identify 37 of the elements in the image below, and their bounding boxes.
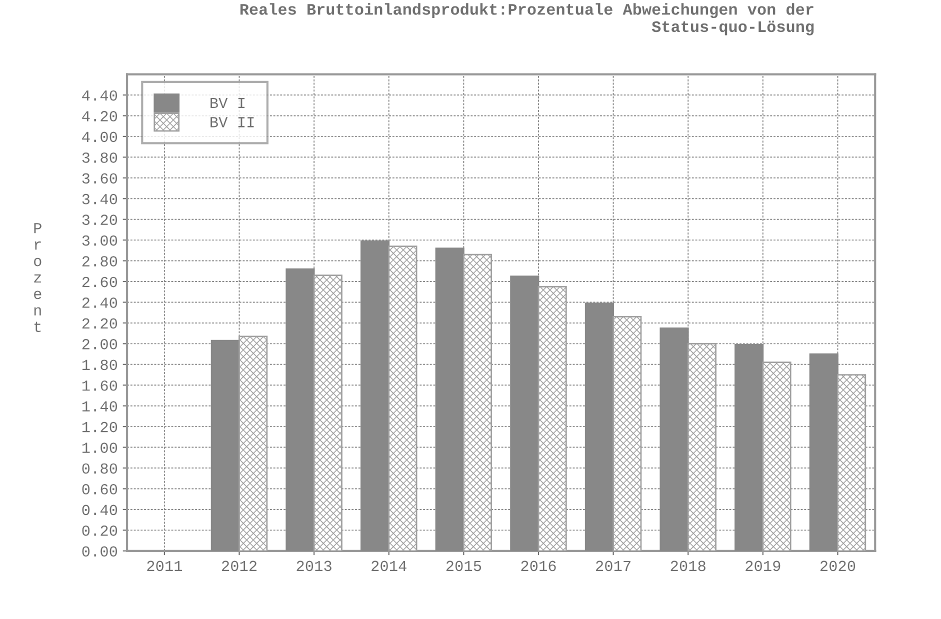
y-tick-label: 0.80 <box>82 463 118 474</box>
legend-label: BV II <box>210 117 254 128</box>
y-tick-label: 0.40 <box>82 504 118 516</box>
x-tick-label: 2012 <box>222 560 257 572</box>
y-tick-label: 3.20 <box>82 214 118 226</box>
y-tick-label: 0.60 <box>82 484 118 494</box>
x-tick-label: 2020 <box>820 560 856 572</box>
y-tick-label: 4.40 <box>82 90 118 101</box>
y-tick-label: 4.20 <box>82 111 118 122</box>
y-tick-label: 2.00 <box>82 338 118 350</box>
y-tick-label: 2.80 <box>82 256 118 266</box>
y-tick-label: 3.00 <box>82 235 118 246</box>
y-tick-label: 3.40 <box>82 194 118 204</box>
legend-label: BV I <box>210 98 245 108</box>
x-tick-label: 2019 <box>746 560 780 572</box>
y-tick-label: 3.80 <box>82 152 118 163</box>
y-tick-label: 3.60 <box>82 173 118 184</box>
y-tick-label: 0.00 <box>82 546 118 557</box>
y-tick-label: 0.20 <box>82 526 118 536</box>
x-tick-label: 2015 <box>446 560 482 572</box>
y-tick-label: 1.60 <box>82 380 118 391</box>
x-tick-label: 2014 <box>372 560 406 572</box>
y-axis-title: Prozent <box>34 223 42 332</box>
x-tick-label: 2011 <box>147 560 182 572</box>
y-tick-label: 1.40 <box>82 401 118 412</box>
x-tick-label: 2013 <box>296 560 332 572</box>
chart-title: Reales Bruttoinlandsprodukt:Prozentuale Abweichungen von der Status-quo-Lösung <box>240 3 814 36</box>
y-tick-label: 4.00 <box>82 132 118 142</box>
x-tick-label: 2017 <box>596 560 630 572</box>
y-tick-label: 1.20 <box>82 422 118 432</box>
y-tick-label: 2.20 <box>82 318 118 329</box>
x-tick-label: 2018 <box>670 560 706 572</box>
y-tick-label: 2.40 <box>82 298 118 308</box>
x-tick-label: 2016 <box>521 560 556 572</box>
y-tick-label: 1.00 <box>82 442 118 453</box>
y-tick-label: 2.60 <box>82 276 118 288</box>
y-tick-label: 1.80 <box>82 360 118 370</box>
